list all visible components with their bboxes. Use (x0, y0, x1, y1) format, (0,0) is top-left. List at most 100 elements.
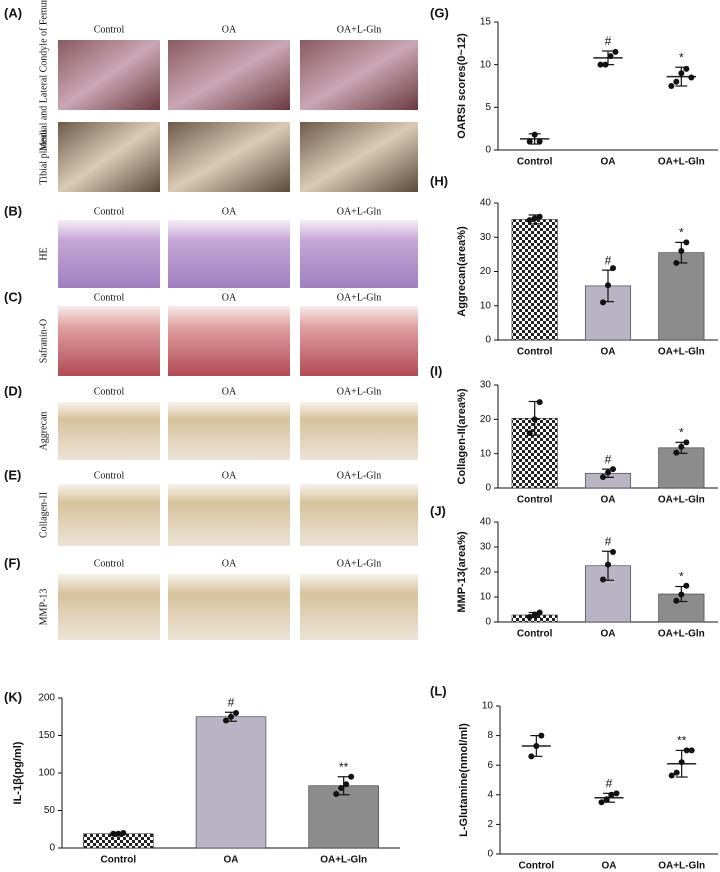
data-point (683, 65, 690, 72)
data-point (673, 449, 680, 456)
x-tick-label: OA+L-Gln (658, 347, 705, 358)
data-point (223, 717, 229, 724)
y-tick-label: 2 (487, 819, 493, 830)
data-point (115, 830, 122, 837)
panel-label: (B) (4, 203, 22, 218)
significance-mark: ** (677, 734, 687, 748)
y-tick-label: 30 (480, 232, 492, 243)
y-tick-label: 20 (480, 266, 492, 277)
column-label: Control (94, 24, 125, 35)
y-tick-label: 8 (487, 730, 493, 741)
data-point (110, 830, 117, 837)
y-axis-label: OARSI scores(0~12) (456, 33, 468, 139)
x-tick-label: OA (224, 855, 239, 866)
data-point (668, 772, 675, 779)
micrograph (168, 484, 290, 546)
panel-label: (A) (4, 5, 22, 20)
data-point (673, 259, 680, 266)
column-label: OA (222, 470, 237, 481)
data-point (610, 549, 616, 555)
x-tick-label: Control (517, 629, 553, 640)
panel-label: (C) (4, 289, 22, 304)
panel-label: (E) (4, 467, 21, 482)
column-label: Control (94, 386, 125, 397)
data-point (678, 443, 685, 450)
data-point (533, 742, 540, 749)
significance-mark: # (605, 452, 612, 466)
data-point (673, 597, 680, 604)
bar (584, 285, 632, 341)
y-tick-label: 10 (480, 448, 492, 459)
y-tick-label: 0 (485, 145, 491, 156)
data-point (600, 576, 606, 583)
micrograph (168, 220, 290, 288)
x-tick-label: OA (601, 347, 616, 358)
y-axis-label: Collagen-II(area%) (456, 388, 468, 484)
column-label: Control (94, 206, 125, 217)
panel-label: (K) (4, 689, 22, 704)
x-tick-label: Control (517, 157, 553, 168)
data-point (678, 591, 685, 598)
y-axis-label: L-Glutamine(nmol/ml) (458, 723, 470, 837)
data-point (597, 61, 604, 68)
data-point (610, 466, 616, 473)
data-point (607, 53, 614, 60)
data-point (605, 561, 611, 568)
y-tick-label: 30 (480, 380, 492, 391)
data-point (536, 213, 543, 220)
column-label: OA+L-Gln (337, 470, 382, 481)
y-axis-label: MMP-13(area%) (456, 531, 468, 613)
significance-mark: * (679, 426, 684, 440)
column-label: OA+L-Gln (337, 558, 382, 569)
data-point (683, 239, 690, 246)
data-point (343, 781, 350, 788)
data-point (600, 474, 606, 481)
data-point (605, 282, 611, 289)
micrograph (58, 220, 160, 288)
data-point (598, 799, 605, 806)
column-label: Control (94, 292, 125, 303)
y-tick-label: 4 (487, 789, 493, 800)
micrograph (168, 402, 290, 460)
row-label: Tibial plateau (38, 130, 49, 185)
data-point (526, 138, 533, 145)
y-tick-label: 10 (480, 300, 492, 311)
data-point (338, 785, 345, 791)
data-point (668, 83, 675, 89)
bar (511, 219, 558, 341)
column-label: OA+L-Gln (337, 24, 382, 35)
data-point (603, 796, 610, 803)
micrograph (58, 122, 160, 192)
data-point (602, 61, 609, 68)
data-point (608, 791, 615, 798)
y-tick-label: 20 (480, 414, 492, 425)
column-label: OA (222, 558, 237, 569)
y-tick-label: 0 (49, 843, 55, 854)
data-point (600, 299, 606, 306)
data-point (538, 732, 545, 739)
micrograph (58, 574, 160, 640)
micrograph (300, 306, 418, 376)
x-tick-label: OA (601, 629, 616, 640)
y-tick-label: 40 (480, 517, 492, 528)
column-label: Control (94, 558, 125, 569)
x-tick-label: OA (601, 157, 616, 168)
significance-mark: * (679, 226, 684, 240)
data-point (531, 611, 538, 618)
micrograph (168, 122, 290, 192)
micrograph (58, 40, 160, 110)
panel-label: (H) (430, 173, 448, 188)
micrograph (58, 306, 160, 376)
micrograph (168, 40, 290, 110)
data-point (673, 769, 680, 776)
y-tick-label: 5 (485, 102, 491, 113)
significance-mark: # (228, 695, 235, 709)
column-label: OA (222, 24, 237, 35)
column-label: OA (222, 292, 237, 303)
y-tick-label: 10 (482, 701, 494, 712)
micrograph (300, 484, 418, 546)
panel-label: (L) (430, 683, 447, 698)
panel-label: (D) (4, 383, 22, 398)
data-point (678, 759, 685, 766)
